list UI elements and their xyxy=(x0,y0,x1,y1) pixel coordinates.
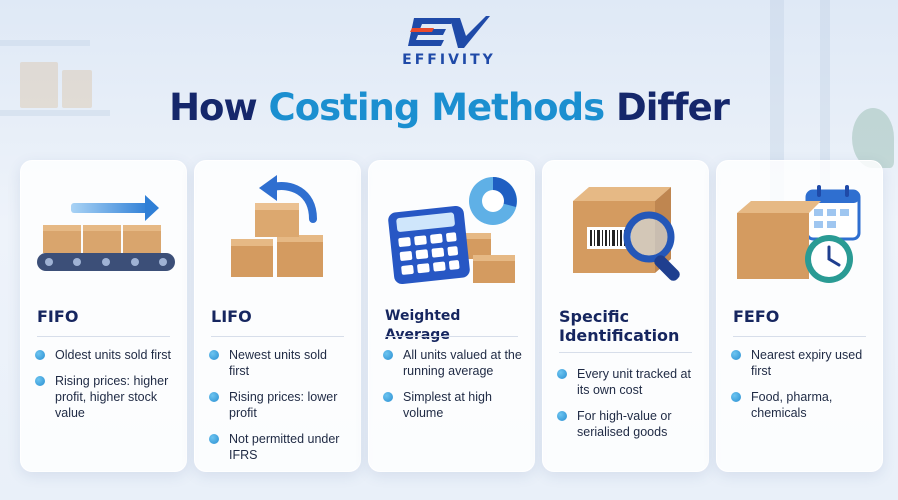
bullet-dot-icon xyxy=(209,392,219,402)
page-title: How Costing Methods Differ xyxy=(0,86,898,129)
card-title: Specific Identification xyxy=(559,307,680,345)
divider xyxy=(385,336,518,337)
bullet-dot-icon xyxy=(731,392,741,402)
bullet-dot-icon xyxy=(209,350,219,360)
card-weighted-average: Weighted Average All units valued at the… xyxy=(368,160,535,472)
bullet-text: For high-value or serialised goods xyxy=(577,409,672,439)
bullet-text: Oldest units sold first xyxy=(55,348,172,362)
ev-logo-icon xyxy=(408,16,490,48)
bullet-text: Simplest at high volume xyxy=(403,390,492,420)
bullet-dot-icon xyxy=(557,411,567,421)
bullet-text: Rising prices: higher profit, higher sto… xyxy=(55,374,169,420)
brand-name: EFFIVITY xyxy=(402,52,496,68)
list-item: Not permitted under IFRS xyxy=(209,431,350,463)
bullet-dot-icon xyxy=(557,369,567,379)
list-item: All units valued at the running average xyxy=(383,347,524,379)
card-lifo: LIFO Newest units sold first Rising pric… xyxy=(194,160,361,472)
bullet-text: All units valued at the running average xyxy=(403,348,522,378)
bullet-list: Every unit tracked at its own cost For h… xyxy=(557,366,698,450)
bullet-list: Nearest expiry used first Food, pharma, … xyxy=(731,347,872,431)
divider xyxy=(211,336,344,337)
brand-logo: EFFIVITY xyxy=(0,14,898,68)
bullet-dot-icon xyxy=(35,376,45,386)
bullet-list: All units valued at the running average … xyxy=(383,347,524,431)
box-barcode-magnifier-icon xyxy=(573,187,680,281)
calculator-pie-chart-icon xyxy=(388,177,517,284)
bullet-dot-icon xyxy=(209,434,219,444)
list-item: Food, pharma, chemicals xyxy=(731,389,872,421)
divider xyxy=(733,336,866,337)
bullet-dot-icon xyxy=(35,350,45,360)
divider xyxy=(559,352,692,353)
stacked-boxes-arrow-back-icon xyxy=(231,175,323,277)
card-title: FEFO xyxy=(733,307,780,326)
list-item: Rising prices: lower profit xyxy=(209,389,350,421)
bullet-dot-icon xyxy=(383,350,393,360)
list-item: Rising prices: higher profit, higher sto… xyxy=(35,373,176,421)
bullet-text: Rising prices: lower profit xyxy=(229,390,338,420)
list-item: Newest units sold first xyxy=(209,347,350,379)
divider xyxy=(37,336,170,337)
bullet-list: Newest units sold first Rising prices: l… xyxy=(209,347,350,473)
bullet-text: Not permitted under IFRS xyxy=(229,432,340,462)
title-part-3: Differ xyxy=(604,86,730,129)
card-specific-identification: Specific Identification Every unit track… xyxy=(542,160,709,472)
card-title: LIFO xyxy=(211,307,252,326)
card-fifo: FIFO Oldest units sold first Rising pric… xyxy=(20,160,187,472)
bullet-text: Food, pharma, chemicals xyxy=(751,390,833,420)
list-item: Oldest units sold first xyxy=(35,347,176,363)
card-title: FIFO xyxy=(37,307,79,326)
bullet-text: Every unit tracked at its own cost xyxy=(577,367,691,397)
bullet-dot-icon xyxy=(383,392,393,402)
bullet-text: Newest units sold first xyxy=(229,348,327,378)
list-item: Simplest at high volume xyxy=(383,389,524,421)
conveyor-boxes-arrow-right-icon xyxy=(37,195,175,271)
bullet-dot-icon xyxy=(731,350,741,360)
bullet-list: Oldest units sold first Rising prices: h… xyxy=(35,347,176,431)
bullet-text: Nearest expiry used first xyxy=(751,348,863,378)
card-title: Weighted Average xyxy=(385,308,461,343)
title-accent: Costing Methods xyxy=(268,86,606,129)
list-item: For high-value or serialised goods xyxy=(557,408,698,440)
card-fefo: FEFO Nearest expiry used first Food, pha… xyxy=(716,160,883,472)
box-calendar-clock-icon xyxy=(737,185,861,283)
title-part-1: How xyxy=(169,86,269,129)
list-item: Nearest expiry used first xyxy=(731,347,872,379)
list-item: Every unit tracked at its own cost xyxy=(557,366,698,398)
